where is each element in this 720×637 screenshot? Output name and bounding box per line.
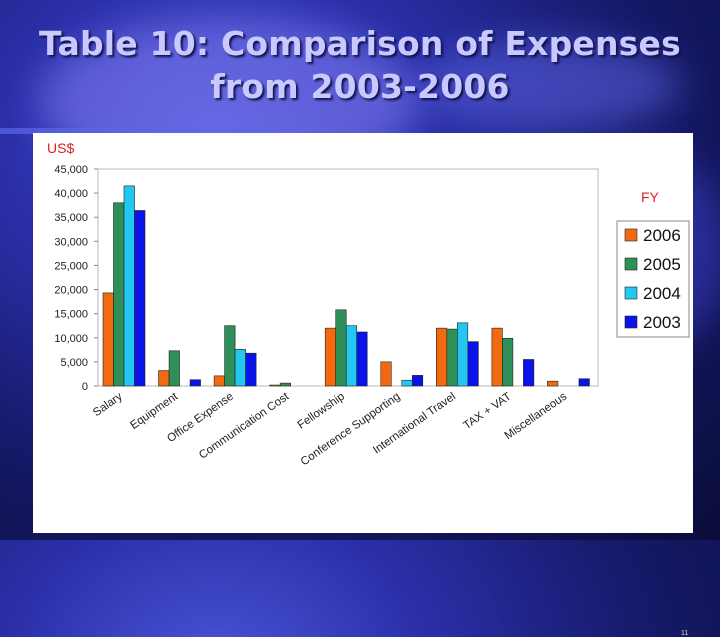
bar-2005-6 <box>446 328 458 387</box>
bar-2006-4 <box>324 327 337 387</box>
bar-2006-2 <box>213 375 225 387</box>
background-glow <box>420 40 680 130</box>
slide-title-line2: from 2003-2006 <box>210 67 510 106</box>
bar-2004-5 <box>401 379 413 387</box>
bar-2003-6 <box>467 341 479 387</box>
x-category-label: Conference Supporting <box>299 391 403 469</box>
bar-2005-7 <box>502 337 514 387</box>
slide-title: Table 10: Comparison of Expenses from 20… <box>0 22 720 108</box>
x-category-label: Communication Cost <box>197 390 292 462</box>
y-tick-label: 0 <box>82 381 88 393</box>
legend-swatch-2005 <box>624 257 638 271</box>
legend-label-2003: 2003 <box>643 313 681 332</box>
y-tick-label: 10,000 <box>54 333 88 345</box>
x-category-label: Salary <box>91 390 125 419</box>
bar-2006-0 <box>102 292 114 387</box>
bar-2006-5 <box>380 361 392 387</box>
bar-2003-8 <box>578 378 590 387</box>
y-axis-label: US$ <box>47 140 74 156</box>
bar-2003-4 <box>356 331 368 387</box>
bar-2003-7 <box>523 359 535 387</box>
legend-label-2006: 2006 <box>643 226 681 245</box>
bar-2003-1 <box>189 379 201 387</box>
x-category-label: TAX + VAT <box>461 391 513 433</box>
y-tick-label: 20,000 <box>54 285 88 297</box>
bar-2003-2 <box>245 352 257 387</box>
bar-2005-2 <box>224 325 236 387</box>
x-category-label: Equipment <box>128 390 181 432</box>
bar-2003-0 <box>134 210 146 387</box>
y-tick-label: 45,000 <box>54 164 88 176</box>
title-accent-bar <box>0 128 265 134</box>
y-tick-label: 30,000 <box>54 236 88 248</box>
legend-label-2005: 2005 <box>643 255 681 274</box>
legend-title: FY <box>641 189 660 205</box>
x-category-label: Miscellaneous <box>503 390 570 442</box>
bar-2005-4 <box>335 309 347 387</box>
bar-2006-7 <box>491 327 503 387</box>
bar-2006-8 <box>547 380 559 387</box>
bar-2005-1 <box>168 350 180 387</box>
y-tick-label: 25,000 <box>54 260 88 272</box>
bar-2006-3 <box>269 384 281 387</box>
chart-panel: US$ 0 5,000 10,000 15,000 20,000 25,000 30,000 3… <box>33 133 693 637</box>
bar-2004-4 <box>345 325 358 387</box>
bar-2004-2 <box>234 349 246 387</box>
bar-2004-6 <box>457 322 469 387</box>
bar-2005-0 <box>113 202 125 387</box>
legend-swatch-2004 <box>624 286 638 300</box>
y-tick-label: 5,000 <box>60 357 88 369</box>
page-number: 11 <box>681 630 689 637</box>
slide-title-line1: Table 10: Comparison of Expenses <box>39 24 681 63</box>
y-tick-label: 15,000 <box>54 309 88 321</box>
bar-2006-1 <box>158 370 170 387</box>
y-tick-label: 35,000 <box>54 212 88 224</box>
y-tick-label: 40,000 <box>54 188 88 200</box>
legend-label-2004: 2004 <box>643 284 681 303</box>
expense-bar-chart: US$ 0 5,000 10,000 15,000 20,000 25,000 30,000 3… <box>47 140 690 469</box>
legend-swatch-2003 <box>624 315 638 329</box>
bar-2003-5 <box>411 375 424 387</box>
legend-swatch-2006 <box>624 228 638 242</box>
bar-2004-0 <box>123 185 135 387</box>
x-category-label: Fellowship <box>296 391 347 432</box>
bar-2006-6 <box>436 327 448 387</box>
bar-2005-3 <box>279 382 291 387</box>
